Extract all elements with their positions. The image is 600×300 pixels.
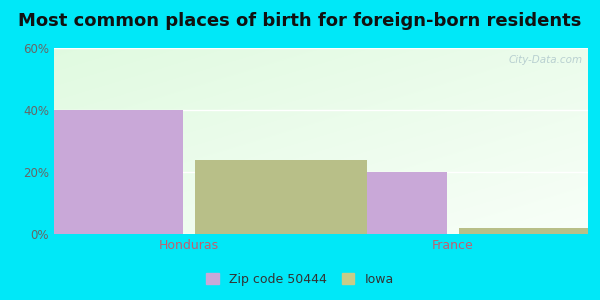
Bar bbox=[195, 160, 367, 234]
Legend: Zip code 50444, Iowa: Zip code 50444, Iowa bbox=[202, 268, 398, 291]
Bar bbox=[459, 228, 600, 234]
Bar bbox=[275, 172, 447, 234]
Bar bbox=[11, 110, 183, 234]
Text: Most common places of birth for foreign-born residents: Most common places of birth for foreign-… bbox=[19, 12, 581, 30]
Text: City-Data.com: City-Data.com bbox=[509, 56, 583, 65]
